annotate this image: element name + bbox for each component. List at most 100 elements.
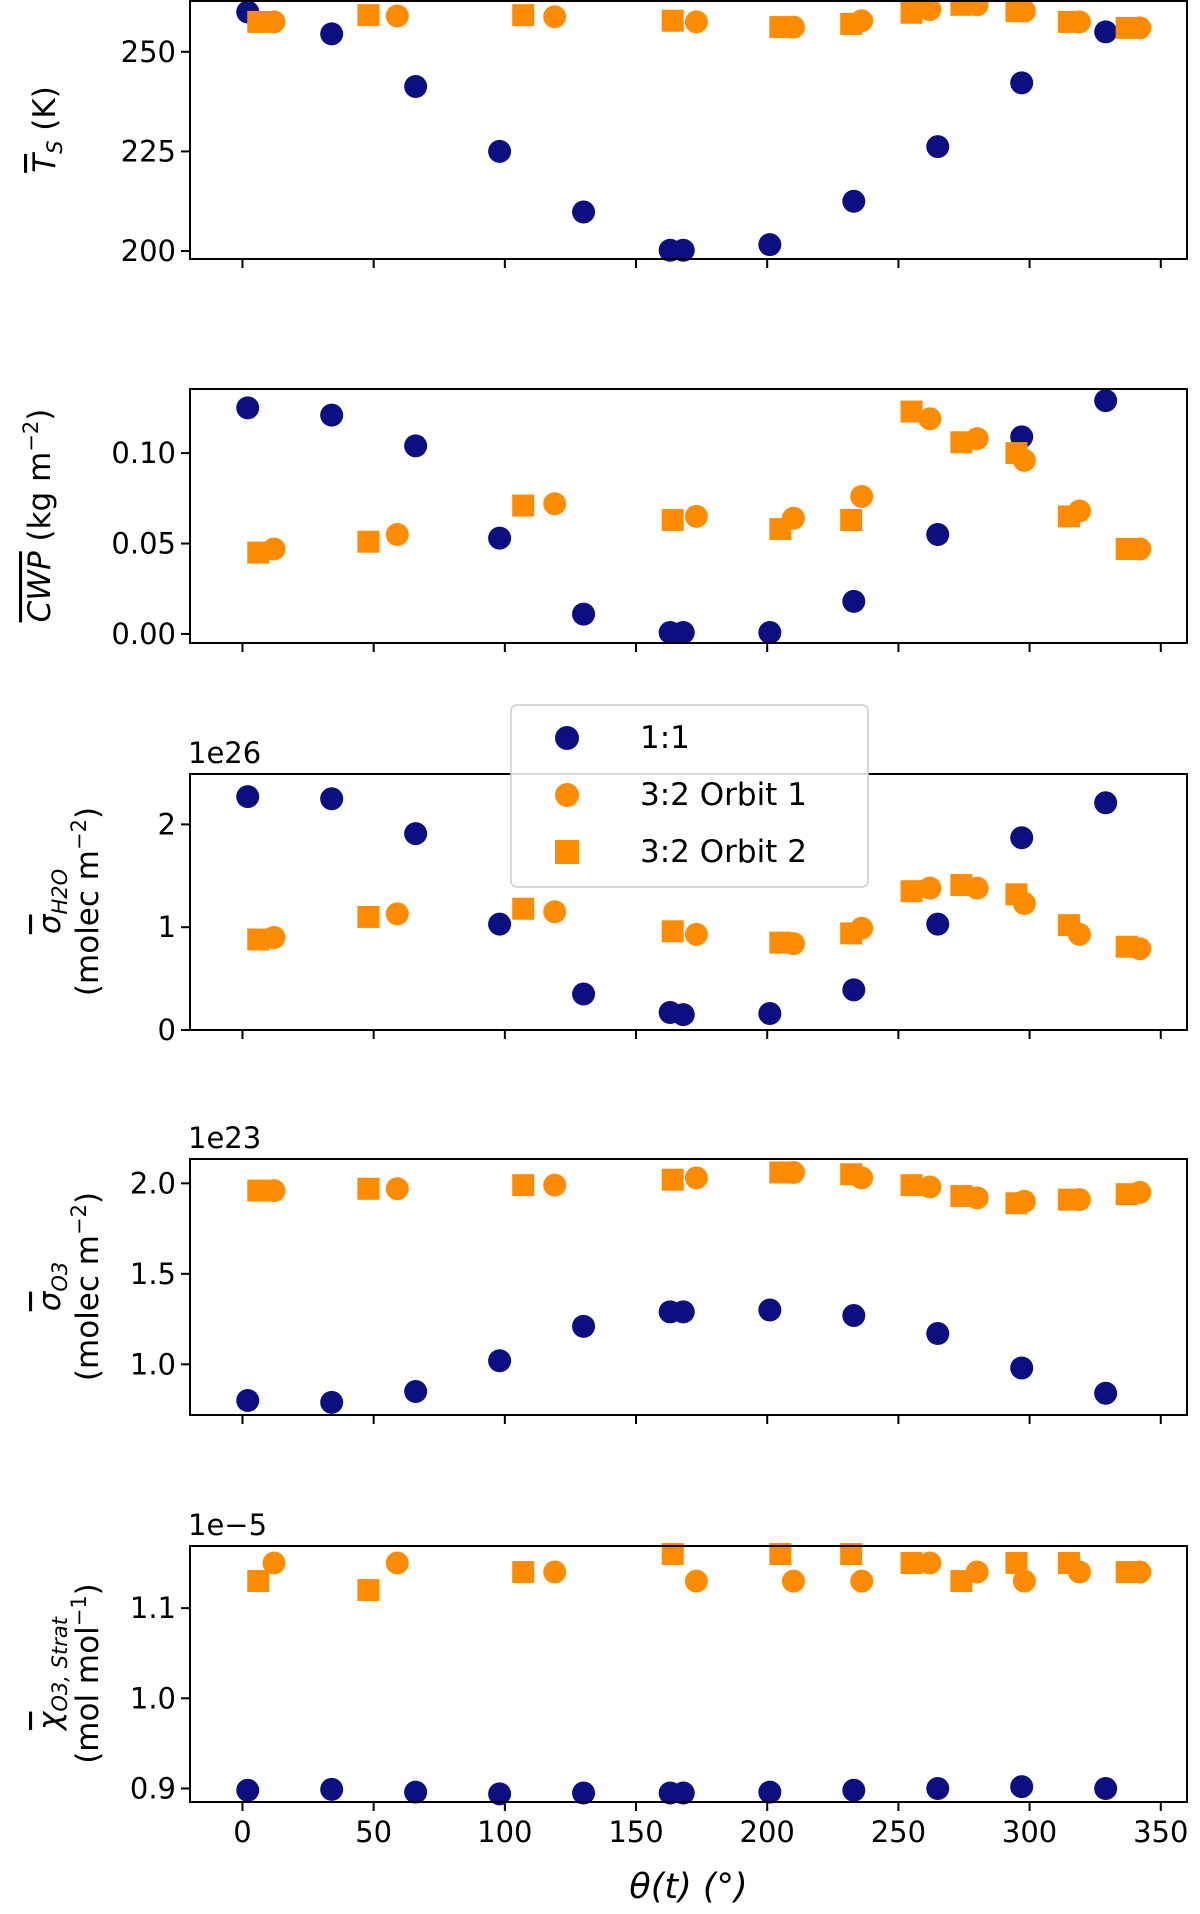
data-point-circle — [488, 1349, 512, 1373]
data-point-circle — [385, 902, 409, 926]
data-point-square — [1057, 505, 1080, 528]
ytick-label: 0.00 — [111, 617, 176, 651]
data-point-square — [512, 1561, 535, 1584]
data-point-circle — [543, 5, 567, 29]
data-point-circle — [1094, 20, 1118, 44]
data-point-square — [357, 905, 380, 928]
data-point-circle — [320, 787, 344, 811]
data-point-square — [900, 400, 923, 423]
data-point-circle — [572, 602, 596, 626]
svg-text:(mol mol−1): (mol mol−1) — [67, 1583, 106, 1764]
data-point-circle — [385, 522, 409, 546]
data-point-circle — [758, 1298, 782, 1322]
data-point-square — [900, 1, 923, 24]
ytick-label: 1.1 — [130, 1591, 176, 1625]
ytick-label: 1.0 — [130, 1681, 176, 1715]
data-point-circle — [671, 1300, 695, 1324]
svg-text:χO3, Strat: χO3, Strat — [32, 1616, 72, 1732]
data-point-square — [900, 1552, 923, 1575]
data-point-square — [247, 541, 270, 564]
data-point-circle — [758, 233, 782, 257]
svg-text:σH2O: σH2O — [32, 869, 72, 934]
data-point-circle — [684, 504, 708, 528]
ytick-label: 0 — [158, 1013, 176, 1047]
svg-text:(molec m−2): (molec m−2) — [67, 807, 106, 996]
data-point-square — [1115, 935, 1138, 958]
data-point-circle — [842, 589, 866, 613]
legend-entry: 1:1 — [555, 720, 690, 756]
data-point-square — [950, 431, 973, 454]
data-point-circle — [320, 1777, 344, 1801]
panel-cwp: 0.00 0.05 0.10 CWP (kg m−2) — [19, 388, 1188, 652]
data-point-circle — [1094, 389, 1118, 413]
data-point-square — [950, 0, 973, 16]
data-point-circle — [572, 200, 596, 224]
data-point-circle — [236, 1389, 260, 1413]
data-point-square — [661, 9, 684, 32]
panel-o3: 1.0 1.5 2.0 1e23 σO3(molec m−2) — [32, 1121, 1188, 1424]
ylabel: TS (K) — [27, 86, 67, 173]
data-point-square — [512, 1174, 535, 1197]
legend-marker-circle — [555, 783, 579, 807]
data-point-square — [1057, 914, 1080, 937]
data-point-square — [840, 1163, 863, 1186]
data-point-circle — [572, 1314, 596, 1338]
legend-label: 3:2 Orbit 2 — [640, 834, 807, 870]
ylabel: σO3(molec m−2) — [32, 1192, 106, 1381]
data-point-square — [769, 1161, 792, 1184]
data-point-square — [357, 530, 380, 553]
data-point-square — [1115, 1183, 1138, 1206]
panel-xo3: 0.9 1.0 1.1 0 50 100 150 200 250 300 350 1e−5 χO3, S… — [32, 1508, 1188, 1907]
data-point-circle — [543, 1173, 567, 1197]
ylabel: σH2O(molec m−2) — [32, 807, 106, 996]
data-point-circle — [684, 1166, 708, 1190]
data-point-circle — [320, 1390, 344, 1414]
data-point-square — [1057, 1552, 1080, 1575]
data-point-circle — [918, 1551, 942, 1575]
ytick-label: 250 — [121, 35, 176, 69]
data-point-circle — [684, 922, 708, 946]
ytick-label: 2 — [158, 807, 176, 841]
legend-marker-circle — [555, 726, 579, 750]
data-point-circle — [926, 522, 950, 546]
legend-entries: 1:1 3:2 Orbit 1 3:2 Orbit 2 — [555, 720, 807, 870]
ytick-label: 225 — [121, 134, 176, 168]
data-point-circle — [488, 526, 512, 550]
data-point-square — [900, 1174, 923, 1197]
data-point-circle — [1010, 1356, 1034, 1380]
axes-frame — [189, 388, 1188, 644]
legend-label: 3:2 Orbit 1 — [640, 777, 807, 813]
data-point-circle — [236, 1778, 260, 1802]
data-point-circle — [671, 238, 695, 262]
data-point-circle — [404, 74, 428, 98]
legend-entry: 3:2 Orbit 1 — [555, 777, 807, 813]
data-point-circle — [758, 1780, 782, 1804]
data-point-square — [247, 10, 270, 33]
data-point-circle — [385, 1177, 409, 1201]
data-point-circle — [320, 403, 344, 427]
ytick-label: 1 — [158, 910, 176, 944]
data-point-circle — [842, 1778, 866, 1802]
legend-frame — [510, 704, 869, 888]
data-point-square — [1057, 1188, 1080, 1211]
data-point-circle — [488, 139, 512, 163]
data-point-circle — [572, 1781, 596, 1805]
data-point-circle — [926, 1322, 950, 1346]
svg-text:CWP (kg m−2): CWP (kg m−2) — [19, 409, 58, 623]
ytick-label: 2.0 — [130, 1166, 176, 1200]
panel-h2o: 0 1 2 1e26 σH2O(molec m−2) — [32, 736, 1188, 1047]
data-point-circle — [488, 912, 512, 936]
data-point-square — [769, 518, 792, 541]
data-point-circle — [320, 22, 344, 46]
data-point-circle — [488, 1782, 512, 1806]
data-point-square — [512, 4, 535, 27]
data-point-circle — [1012, 1569, 1036, 1593]
data-point-square — [840, 1543, 863, 1566]
data-point-circle — [684, 10, 708, 34]
data-point-square — [950, 1570, 973, 1593]
data-point-circle — [572, 982, 596, 1006]
data-point-square — [247, 928, 270, 951]
data-point-square — [1005, 0, 1028, 23]
ytick-label: 0.10 — [111, 436, 176, 470]
